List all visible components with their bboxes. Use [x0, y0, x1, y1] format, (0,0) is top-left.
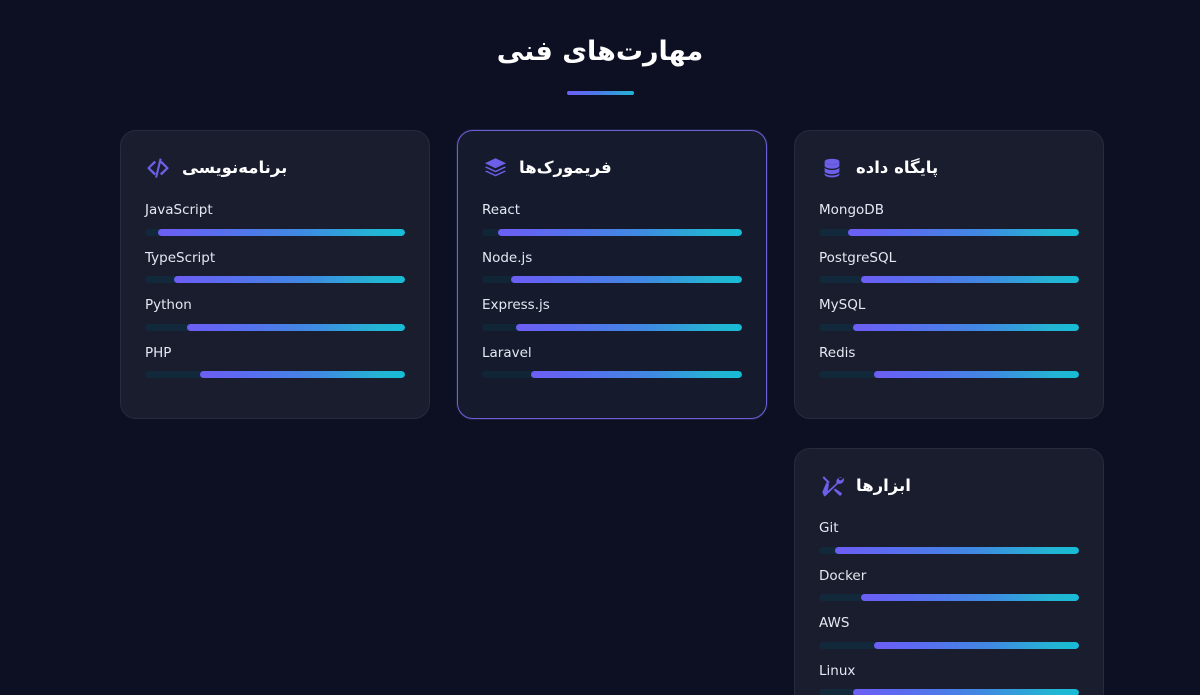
skill-name: Express.js	[482, 297, 550, 314]
skill-cards-grid: پایگاه داده MongoDB PostgreSQL MySQL Redis فر…	[120, 130, 1104, 695]
card-title: برنامه‌نویسی	[182, 157, 288, 177]
skill-list: JavaScript TypeScript Python PHP	[145, 201, 405, 379]
skill-progress-track	[145, 323, 405, 331]
skill-row: Docker	[819, 567, 1079, 602]
code-icon	[145, 155, 171, 181]
skill-progress-fill	[852, 323, 1079, 331]
skill-progress-track	[819, 228, 1079, 236]
skill-row: Python	[145, 296, 405, 331]
skill-row: Laravel	[482, 344, 742, 379]
skill-progress-track	[145, 276, 405, 284]
skill-progress-track	[819, 689, 1079, 695]
card-header: فریمورک‌ها	[482, 153, 742, 183]
skill-progress-track	[819, 276, 1079, 284]
skill-name: Redis	[819, 344, 856, 361]
skill-progress-fill	[852, 689, 1079, 695]
skill-progress-fill	[873, 371, 1079, 379]
skill-progress-fill	[199, 371, 405, 379]
skill-name: PHP	[145, 344, 172, 361]
card-header: برنامه‌نویسی	[145, 153, 405, 183]
skill-name: React	[482, 202, 521, 218]
title-underline	[566, 91, 634, 96]
skill-row: JavaScript	[145, 201, 405, 236]
skill-row: PHP	[145, 344, 405, 379]
database-icon	[819, 155, 845, 181]
skill-list: MongoDB PostgreSQL MySQL Redis	[819, 201, 1079, 379]
skill-progress-fill	[497, 228, 742, 236]
skill-card: برنامه‌نویسی JavaScript TypeScript Python PH…	[120, 130, 430, 419]
skill-row: Redis	[819, 344, 1079, 379]
skill-progress-track	[482, 276, 742, 284]
skill-progress-fill	[834, 546, 1079, 554]
skill-row: TypeScript	[145, 249, 405, 284]
skill-progress-track	[819, 594, 1079, 602]
skill-progress-fill	[860, 276, 1079, 284]
skill-row: Git	[819, 519, 1079, 554]
skill-name: AWS	[819, 615, 850, 632]
skill-progress-fill	[847, 228, 1079, 236]
card-header: پایگاه داده	[819, 153, 1079, 183]
skill-progress-track	[819, 546, 1079, 554]
layers-icon	[482, 155, 508, 181]
card-title: پایگاه داده	[856, 157, 939, 177]
skill-card: فریمورک‌ها React Node.js Express.js Laravel	[457, 130, 767, 419]
skill-name: TypeScript	[145, 249, 216, 266]
skill-row: Node.js	[482, 249, 742, 284]
skill-row: React	[482, 201, 742, 236]
card-header: ابزارها	[819, 471, 1079, 501]
skill-progress-track	[145, 371, 405, 379]
skill-name: MySQL	[819, 297, 866, 314]
page-title: مهارت‌های فنی	[496, 36, 704, 67]
skill-name: Laravel	[482, 344, 532, 361]
skill-name: JavaScript	[145, 202, 213, 218]
skill-name: Python	[145, 297, 192, 314]
skill-card: ابزارها Git Docker AWS Linux	[794, 448, 1104, 695]
skill-row: MySQL	[819, 296, 1079, 331]
skill-progress-track	[482, 371, 742, 379]
skill-progress-fill	[186, 323, 405, 331]
skill-progress-fill	[515, 323, 742, 331]
skill-name: Linux	[819, 662, 856, 679]
section-header: مهارت‌های فنی	[0, 0, 1200, 96]
skill-name: MongoDB	[819, 202, 884, 218]
card-title: فریمورک‌ها	[519, 157, 612, 177]
skill-progress-track	[819, 641, 1079, 649]
skill-progress-fill	[173, 276, 405, 284]
skill-card: پایگاه داده MongoDB PostgreSQL MySQL Redis	[794, 130, 1104, 419]
skill-row: Linux	[819, 662, 1079, 695]
skill-progress-track	[819, 371, 1079, 379]
tools-icon	[819, 473, 845, 499]
skill-progress-track	[819, 323, 1079, 331]
skill-name: Node.js	[482, 249, 533, 266]
skill-row: Express.js	[482, 296, 742, 331]
skill-progress-track	[145, 228, 405, 236]
skill-progress-fill	[531, 371, 742, 379]
skill-progress-fill	[510, 276, 742, 284]
skill-progress-track	[482, 228, 742, 236]
card-title: ابزارها	[856, 475, 911, 495]
skill-list: Git Docker AWS Linux	[819, 519, 1079, 695]
skill-name: PostgreSQL	[819, 249, 897, 266]
skill-row: MongoDB	[819, 201, 1079, 236]
skill-row: PostgreSQL	[819, 249, 1079, 284]
skill-progress-track	[482, 323, 742, 331]
skill-name: Docker	[819, 567, 867, 584]
skill-progress-fill	[158, 228, 405, 236]
skill-name: Git	[819, 520, 839, 536]
skill-progress-fill	[873, 641, 1079, 649]
skill-row: AWS	[819, 614, 1079, 649]
skill-list: React Node.js Express.js Laravel	[482, 201, 742, 379]
skill-progress-fill	[860, 594, 1079, 602]
